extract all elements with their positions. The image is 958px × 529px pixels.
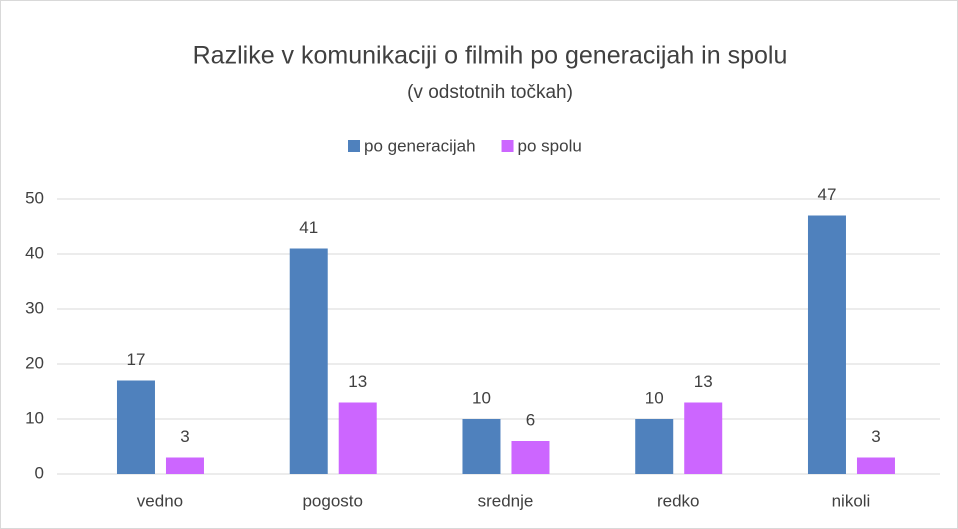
- y-tick-label: 40: [25, 243, 44, 262]
- bar: [684, 402, 723, 474]
- legend-label: po spolu: [518, 136, 582, 155]
- x-tick-label: pogosto: [302, 491, 363, 510]
- bar: [289, 248, 328, 474]
- chart-title: Razlike v komunikaciji o filmih po gener…: [193, 42, 788, 70]
- data-label: 10: [645, 388, 664, 407]
- y-tick-label: 20: [25, 353, 44, 372]
- data-label: 17: [127, 350, 146, 369]
- data-label: 41: [299, 218, 318, 237]
- y-tick-label: 30: [25, 298, 44, 317]
- bar: [856, 457, 895, 474]
- bar: [338, 402, 377, 474]
- bar: [511, 441, 550, 474]
- data-label: 6: [526, 410, 535, 429]
- data-label: 3: [180, 427, 189, 446]
- legend-label: po generacijah: [364, 136, 476, 155]
- bar: [462, 419, 501, 474]
- x-tick-label: redko: [657, 491, 700, 510]
- y-tick-label: 50: [25, 188, 44, 207]
- data-label: 13: [694, 372, 713, 391]
- legend-swatch: [348, 140, 360, 152]
- bar: [807, 215, 846, 474]
- x-tick-label: vedno: [137, 491, 183, 510]
- data-label: 3: [871, 427, 880, 446]
- bar: [635, 419, 674, 474]
- y-tick-label: 10: [25, 408, 44, 427]
- legend-swatch: [501, 140, 514, 152]
- bar: [165, 457, 204, 474]
- data-label: 13: [348, 372, 367, 391]
- x-tick-label: srednje: [478, 491, 534, 510]
- data-label: 47: [818, 185, 837, 204]
- data-label: 10: [472, 388, 491, 407]
- x-tick-label: nikoli: [832, 491, 871, 510]
- bar: [116, 380, 155, 474]
- chart-subtitle: (v odstotnih točkah): [407, 82, 573, 103]
- y-tick-label: 0: [35, 463, 44, 482]
